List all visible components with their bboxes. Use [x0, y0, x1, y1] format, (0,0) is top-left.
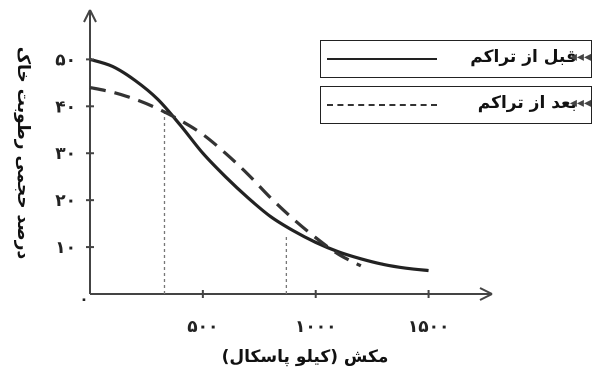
y-tick-label: ۳۰ — [55, 144, 76, 164]
y-tick-label: ۵۰ — [55, 50, 76, 70]
origin-label: ۰ — [79, 290, 88, 308]
x-tick-label: ۵۰۰ — [187, 317, 218, 337]
y-axis-label: درصد حجمی رطوبت خاک — [13, 46, 33, 260]
y-tick-label: ۴۰ — [55, 97, 76, 117]
x-tick-label: ۱۵۰۰ — [408, 317, 450, 337]
x-axis-label: مکش (کیلو پاسکال) — [221, 347, 389, 367]
legend-label-after: بعد از تراکم — [477, 93, 577, 113]
y-tick-label: ۲۰ — [55, 191, 76, 211]
y-axis-arrow-icon — [83, 9, 97, 23]
legend-arrow-icon: ◂◂◂ — [569, 95, 591, 111]
legend-line-dashed — [327, 104, 437, 106]
legend-label-before: قبل از تراکم — [470, 47, 577, 67]
legend-item-before: قبل از تراکم ◂◂◂ — [320, 40, 592, 78]
x-tick-label: ۱۰۰۰ — [295, 317, 337, 337]
series-line-before-compaction — [89, 57, 429, 273]
legend-line-solid — [327, 58, 437, 60]
x-axis-arrow-icon — [479, 287, 493, 301]
series-line-after-compaction — [89, 85, 362, 268]
y-tick-label: ۱۰ — [55, 238, 76, 258]
legend-arrow-icon: ◂◂◂ — [569, 49, 591, 65]
legend-item-after: بعد از تراکم ◂◂◂ — [320, 86, 592, 124]
